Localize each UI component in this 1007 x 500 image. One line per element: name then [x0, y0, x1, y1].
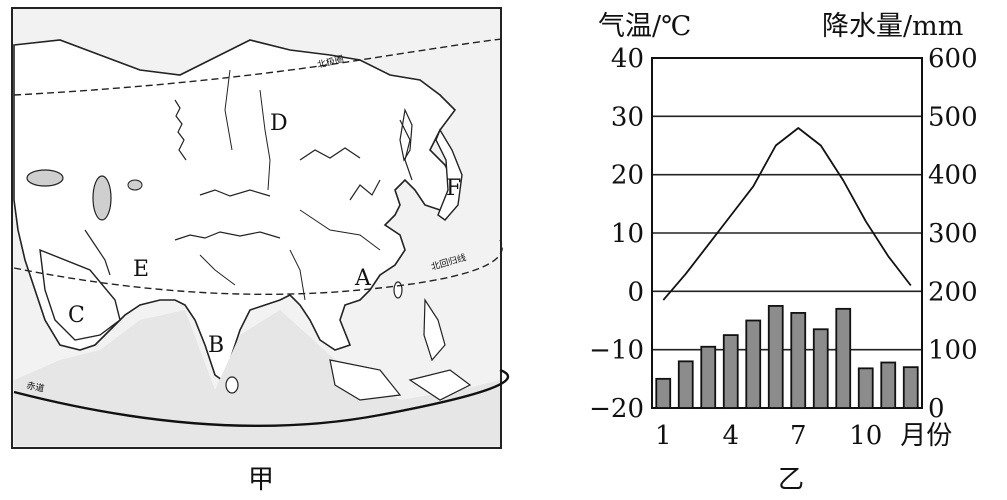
month-tick-label: 1: [655, 421, 672, 451]
equator-label: 赤道: [25, 379, 45, 394]
precipitation-tick-label: 400: [928, 161, 978, 191]
temperature-tick-label: 0: [627, 277, 644, 307]
precipitation-bar: [655, 377, 672, 409]
precipitation-tick-label: 0: [928, 394, 945, 424]
sri-lanka: [225, 376, 239, 394]
precipitation-bar: [790, 312, 807, 409]
sakhalin: [399, 107, 413, 162]
map-caption: 甲: [248, 465, 275, 495]
temperature-tick-label: 40: [611, 44, 644, 74]
black-sea: [26, 169, 64, 187]
indian-ocean: [14, 310, 500, 446]
precipitation-bar: [745, 319, 762, 409]
point-label-b: B: [208, 333, 224, 358]
arabian-peninsula: [39, 248, 121, 341]
month-axis-title: 月份: [900, 421, 952, 451]
precipitation-bar: [767, 305, 784, 409]
precipitation-bar: [700, 345, 717, 409]
point-label-e: E: [133, 257, 149, 282]
precipitation-bar: [812, 328, 829, 409]
temperature-tick-label: 20: [611, 161, 644, 191]
philippines: [423, 298, 446, 362]
temperature-tick-label: 10: [611, 219, 644, 249]
precipitation-bar: [902, 366, 919, 409]
month-tick-label: 10: [849, 421, 882, 451]
precipitation-tick-label: 200: [928, 277, 978, 307]
precipitation-bar: [857, 367, 874, 409]
caspian-sea: [92, 175, 112, 221]
precipitation-tick-label: 600: [928, 44, 978, 74]
temperature-tick-label: −10: [589, 336, 644, 366]
point-label-c: C: [68, 303, 85, 328]
chart-caption: 乙: [778, 465, 805, 495]
temperature-line: [662, 127, 912, 301]
climate-chart-panel: 气温/℃ 降水量/mm 40 30 20 10 0 −10 −20 600 500 400 300 2…: [560, 0, 1007, 500]
rivers: [199, 69, 381, 301]
aral-sea: [127, 179, 143, 191]
month-tick-label: 7: [790, 421, 807, 451]
point-label-d: D: [270, 111, 288, 136]
taiwan: [393, 281, 403, 299]
japan-islands: [435, 128, 463, 221]
precipitation-tick-label: 300: [928, 219, 978, 249]
point-label-f: F: [446, 176, 461, 201]
mountain-ranges: [84, 99, 413, 276]
precipitation-tick-label: 100: [928, 336, 978, 366]
precipitation-bar: [677, 360, 694, 409]
precipitation-bar: [722, 334, 739, 409]
plot-frame: [651, 57, 923, 409]
asia-map-panel: 北极圈 北回归线 赤道 A B C D E F 甲: [11, 7, 510, 495]
temperature-tick-label: −20: [589, 394, 644, 424]
tropic-of-cancer-line: [13, 239, 503, 295]
precipitation-axis-title: 降水量/mm: [822, 11, 964, 42]
precipitation-bar: [880, 361, 897, 409]
temperature-axis-title: 气温/℃: [598, 11, 692, 42]
month-tick-label: 4: [722, 421, 739, 451]
equator-line: [13, 368, 510, 428]
asia-landmass: [13, 39, 457, 382]
precipitation-tick-label: 500: [928, 102, 978, 132]
asia-map: 北极圈 北回归线 赤道 A B C D E F: [11, 7, 510, 449]
indonesia: [329, 359, 472, 401]
arctic-circle-line: [13, 38, 503, 96]
precipitation-bar: [835, 307, 852, 409]
temperature-tick-label: 30: [611, 102, 644, 132]
point-label-a: A: [354, 266, 372, 291]
